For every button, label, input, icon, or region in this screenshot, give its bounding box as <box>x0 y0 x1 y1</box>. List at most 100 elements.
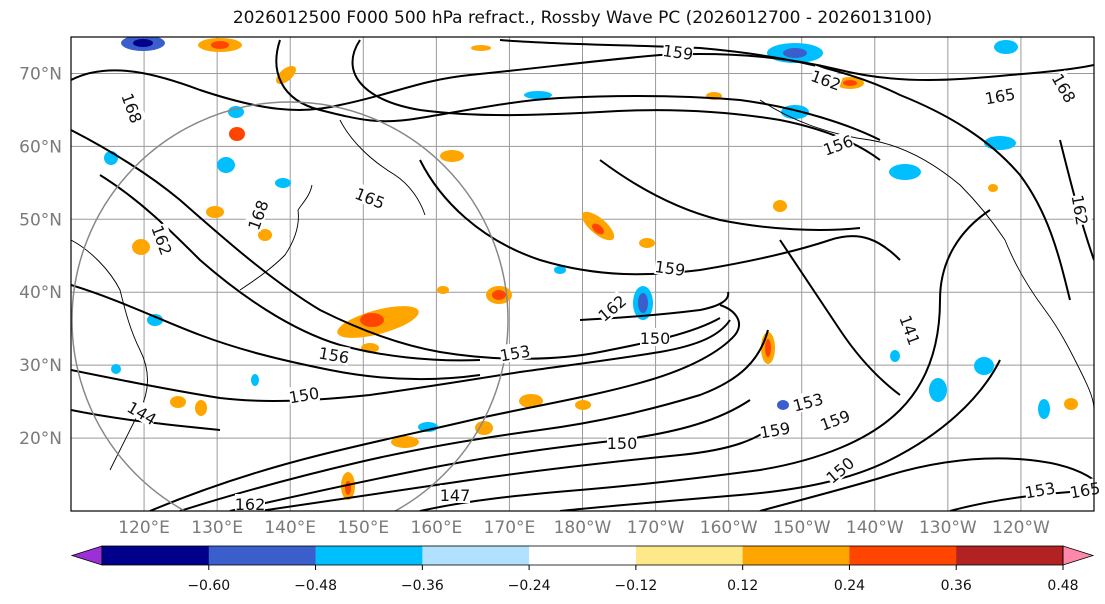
longitude-tick-label: 130°W <box>919 518 977 538</box>
contour-label-text: 159 <box>653 257 686 280</box>
longitude-tick-label: 150°W <box>773 518 831 538</box>
latitude-tick-label: 60°N <box>19 137 62 157</box>
longitude-tick-label: 140°W <box>846 518 904 538</box>
contour-label-bg <box>149 222 177 257</box>
contour-label-bg <box>607 433 637 451</box>
colorbar-ticks: −0.60 −0.48 −0.36 −0.24 −0.12 0.12 0.24 0.36 0.4… <box>187 565 1079 594</box>
contour-label-bg <box>640 328 670 346</box>
colorbar-segment <box>102 546 210 565</box>
contour-label-bg <box>820 130 855 158</box>
negative-anomaly <box>111 364 121 374</box>
contour <box>71 129 721 360</box>
positive-anomaly <box>195 400 207 416</box>
colorbar-segment <box>529 546 637 565</box>
contour-label-bg <box>897 312 925 347</box>
negative-anomaly <box>638 293 648 313</box>
contour <box>71 319 731 402</box>
contour-label-text: 159 <box>661 41 694 64</box>
contour-label-text: 147 <box>440 486 471 505</box>
negative-anomaly <box>777 400 789 410</box>
contour <box>759 457 1094 511</box>
positive-anomaly <box>206 206 224 218</box>
positive-anomaly <box>211 41 229 49</box>
contour-label: 159 <box>653 256 686 280</box>
negative-anomaly <box>228 106 244 118</box>
contour-label: 168 <box>117 90 147 126</box>
contour-label-bg <box>662 40 695 63</box>
colorbar-tick-label: −0.60 <box>187 578 230 594</box>
contour-label: 165 <box>1068 477 1102 503</box>
contour <box>259 419 781 511</box>
contour-label-bg <box>654 256 687 279</box>
contour-label-bg <box>594 290 629 324</box>
positive-anomaly <box>440 150 464 162</box>
colorbar-tick-label: −0.36 <box>401 578 444 594</box>
contour-label-bg <box>440 485 470 503</box>
contour-label: 162 <box>235 494 265 514</box>
negative-anomaly <box>554 266 566 274</box>
negative-anomaly <box>147 314 163 326</box>
positive-anomaly <box>276 66 296 84</box>
contour-label-bg <box>353 183 388 212</box>
longitude-labels: 120°E 130°E 140°E 150°E 160°E 170°E 180°W 170°W… <box>118 518 1050 538</box>
contour-label-bg <box>983 83 1017 107</box>
contour-label-bg <box>1023 477 1057 501</box>
positive-anomaly <box>575 400 591 410</box>
longitude-tick-label: 120°W <box>992 518 1050 538</box>
contour-label-bg <box>1069 193 1093 227</box>
contour-label-text: 165 <box>1068 478 1101 502</box>
negative-anomaly <box>783 48 807 58</box>
positive-anomaly <box>1064 398 1078 410</box>
contour-label-text: 150 <box>640 329 671 348</box>
colorbar-extend-min <box>70 545 103 566</box>
contour-label-text: 150 <box>607 434 638 453</box>
contour <box>179 329 769 511</box>
positive-anomaly <box>345 481 351 495</box>
longitude-tick-label: 160°W <box>700 518 758 538</box>
negative-anomaly <box>890 350 900 362</box>
positive-anomaly <box>360 313 384 327</box>
positive-anomaly <box>843 80 857 86</box>
contour-label: 153 <box>1023 477 1057 503</box>
negative-anomaly <box>994 40 1018 54</box>
positive-anomaly <box>229 127 245 141</box>
colorbar-tick-label: 0.24 <box>834 578 865 594</box>
latitude-tick-label: 20°N <box>19 429 62 449</box>
longitude-tick-label: 160°E <box>411 518 463 538</box>
contour-label-bg <box>1049 70 1081 105</box>
colorbar-tick-label: 0.12 <box>727 578 758 594</box>
contour-label-bg <box>243 197 271 232</box>
contour <box>779 239 901 396</box>
map-title: 2026012500 F000 500 hPa refract., Rossby… <box>232 8 933 28</box>
negative-anomaly <box>133 39 153 47</box>
negative-anomaly <box>1038 399 1050 419</box>
contour-label-bg <box>1068 477 1102 501</box>
contour-label: 159 <box>758 417 792 443</box>
negative-anomaly <box>889 164 921 180</box>
negative-anomaly <box>275 178 291 188</box>
positive-anomaly <box>132 239 150 255</box>
contour-label: 150 <box>287 382 321 408</box>
colorbar-tick-label: −0.12 <box>614 578 657 594</box>
map-border <box>70 36 1095 512</box>
latitude-tick-label: 70°N <box>19 64 62 84</box>
longitude-tick-label: 170°E <box>484 518 536 538</box>
longitude-tick-label: 150°E <box>337 518 389 538</box>
japan-coast <box>239 184 313 291</box>
positive-anomaly <box>988 184 998 192</box>
kamchatka-coast <box>339 119 426 216</box>
latitude-tick-label: 30°N <box>19 356 62 376</box>
contour-label-bg <box>125 396 160 428</box>
colorbar-extend-max <box>1062 545 1095 566</box>
colorbar-tick-label: 0.48 <box>1047 578 1078 594</box>
colorbar-segment <box>956 546 1064 565</box>
contour <box>351 39 881 161</box>
namerica-coast <box>1004 239 1094 411</box>
coastlines <box>71 99 1094 471</box>
contour <box>599 159 861 231</box>
contour <box>419 209 991 511</box>
contour <box>149 304 740 511</box>
contour-label: 159 <box>661 40 694 64</box>
contour <box>419 159 901 276</box>
